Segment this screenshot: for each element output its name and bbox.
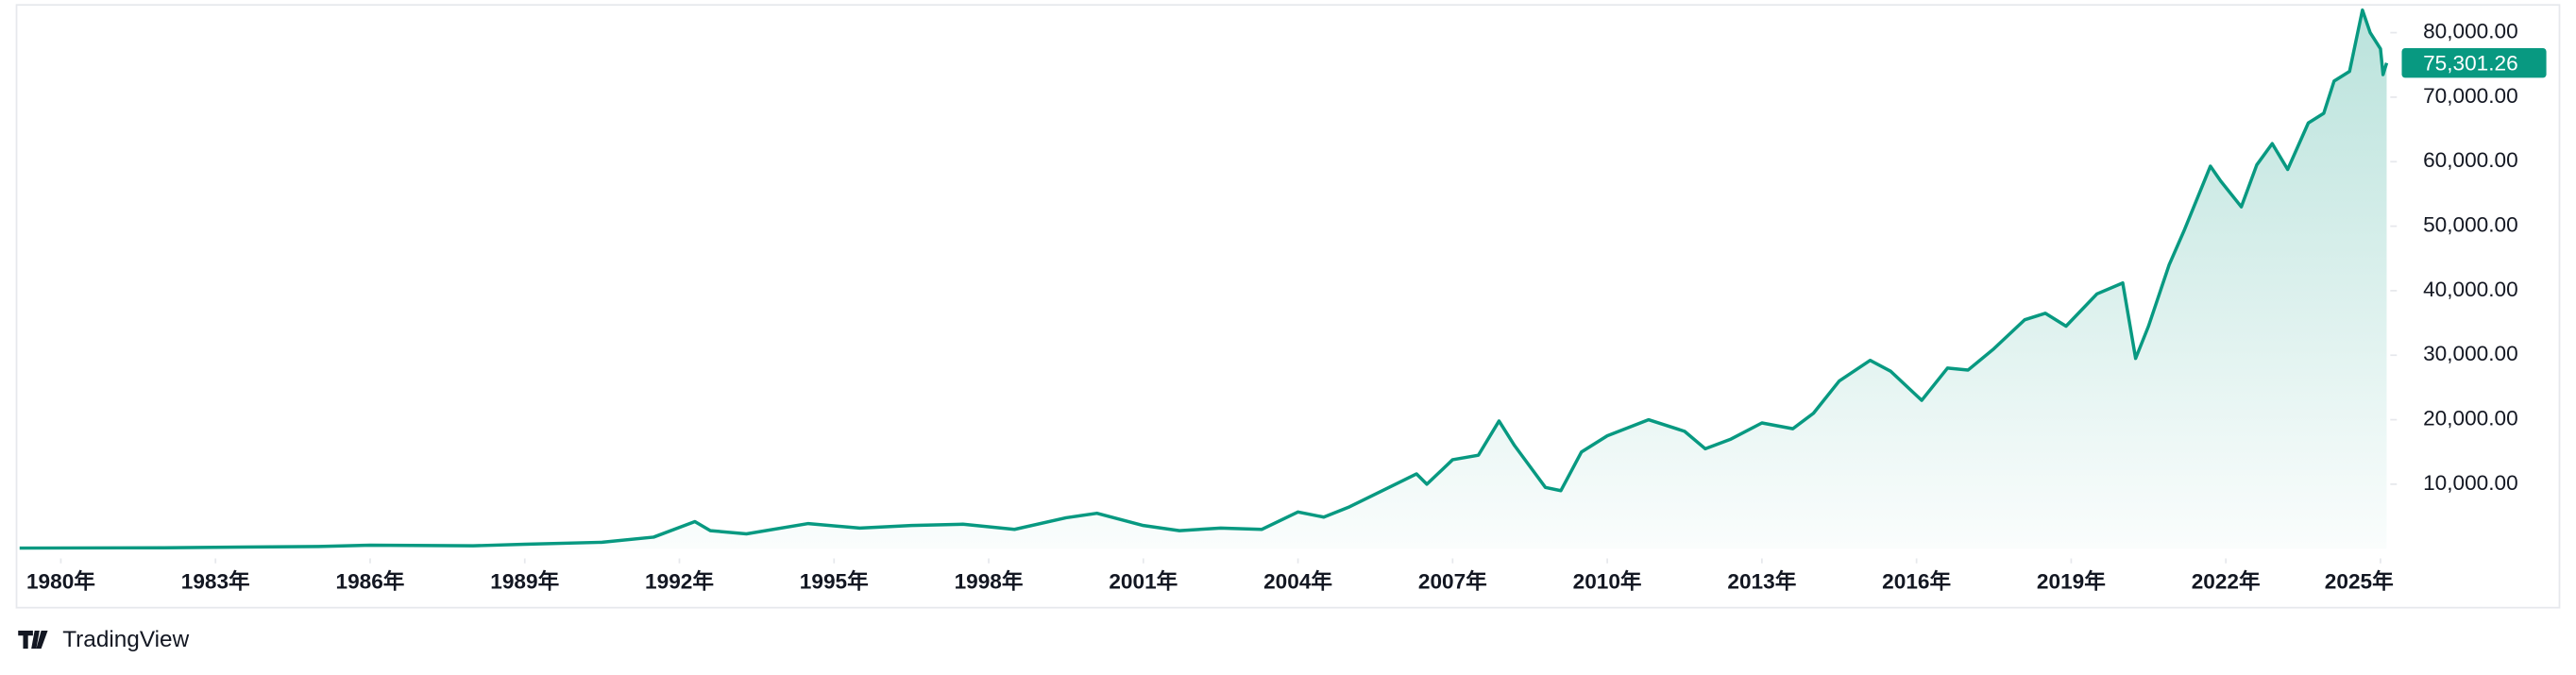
area-fill	[19, 9, 2387, 549]
x-tick-label: 1992年	[645, 569, 714, 594]
x-tick-label: 2025年	[2325, 569, 2394, 594]
price-line	[19, 8, 2389, 550]
x-tick-label: 1995年	[800, 569, 869, 594]
x-tick-label: 1998年	[955, 569, 1024, 594]
x-tick-label: 2016年	[1882, 569, 1951, 594]
x-tick-label: 1986年	[336, 569, 405, 594]
x-tick-label: 1980年	[26, 569, 95, 594]
x-tick-label: 2010年	[1573, 569, 1642, 594]
y-tick-label: 20,000.00	[2423, 407, 2518, 430]
logo	[18, 631, 48, 650]
watermark: TradingView	[62, 627, 189, 652]
x-tick-label: 2001年	[1109, 569, 1178, 594]
x-tick-label: 2013年	[1727, 569, 1796, 594]
x-tick-label: 2007年	[1418, 569, 1487, 594]
y-tick-label: 50,000.00	[2423, 213, 2518, 237]
y-tick-label: 30,000.00	[2423, 342, 2518, 365]
y-tick-label: 70,000.00	[2423, 84, 2518, 108]
y-tick-label: 80,000.00	[2423, 20, 2518, 43]
x-tick-label: 1983年	[181, 569, 250, 594]
x-tick-label: 2004年	[1263, 569, 1332, 594]
y-tick-label: 60,000.00	[2423, 148, 2518, 172]
last-price-label: 75,301.26	[2423, 51, 2518, 75]
x-tick-label: 2019年	[2037, 569, 2106, 594]
x-tick-label: 1989年	[490, 569, 559, 594]
x-tick-label: 2022年	[2192, 569, 2261, 594]
y-tick-label: 10,000.00	[2423, 471, 2518, 495]
chart-frame	[15, 4, 2561, 609]
y-tick-label: 40,000.00	[2423, 278, 2518, 301]
last-price-tag	[2401, 48, 2547, 78]
